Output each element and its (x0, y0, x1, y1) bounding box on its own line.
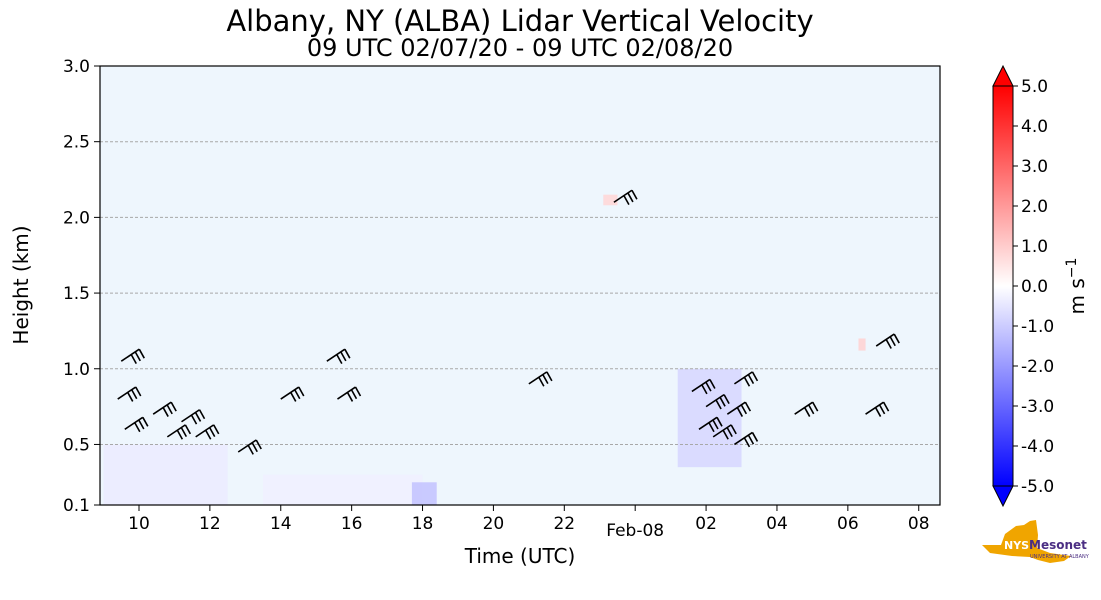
colorbar-tick-label: -4.0 (1021, 437, 1054, 457)
wind-barb (726, 401, 752, 417)
y-tick-label: 0.1 (63, 496, 90, 516)
wind-barb (691, 378, 716, 395)
colorbar-tick-label: -1.0 (1021, 317, 1054, 337)
x-tick-label: 02 (695, 514, 717, 534)
y-tick-label: 1.5 (63, 284, 90, 304)
logo-name-text: Mesonet (1029, 538, 1087, 552)
wind-barb (733, 371, 759, 387)
logo-tagline-text: UNIVERSITY AT ALBANY (1030, 554, 1090, 560)
velocity-patch (677, 368, 742, 468)
y-tick-label: 0.5 (63, 435, 90, 455)
x-tick-label: 20 (483, 514, 505, 534)
wind-barb (794, 401, 819, 417)
x-tick-label: 18 (412, 514, 434, 534)
gridlines (100, 141, 940, 445)
colorbar-tick-label: -2.0 (1021, 357, 1054, 377)
colorbar-tick-label: 3.0 (1021, 157, 1048, 177)
colorbar-tick-label: 5.0 (1021, 77, 1048, 97)
x-tick-label: 06 (837, 514, 859, 534)
wind-barb (875, 333, 900, 349)
y-tick-label: 2.5 (63, 133, 90, 153)
wind-barb (237, 439, 262, 455)
nys-mesonet-logo: NYS Mesonet UNIVERSITY AT ALBANY (982, 520, 1090, 563)
x-tick-label: 16 (341, 514, 363, 534)
wind-barb (613, 189, 638, 206)
wind-barb (712, 424, 737, 440)
velocity-patch (858, 338, 866, 351)
y-tick-label: 2.0 (63, 208, 90, 228)
y-axis-label: Height (km) (9, 225, 33, 344)
velocity-patch (103, 444, 228, 505)
colorbar-tick-label: 4.0 (1021, 117, 1048, 137)
x-tick-label: 14 (270, 514, 292, 534)
chart-subtitle: 09 UTC 02/07/20 - 09 UTC 02/08/20 (306, 34, 734, 62)
logo-state-text: NYS (1004, 539, 1029, 552)
colorbar-tick-label: 0.0 (1021, 277, 1048, 297)
y-tick-label: 1.0 (63, 360, 90, 380)
x-tick-label: 12 (199, 514, 221, 534)
colorbar-tick-label: 2.0 (1021, 197, 1048, 217)
colorbar-body (992, 85, 1014, 487)
x-axis: 10 12 14 16 18 20 22 Feb-08 02 04 06 08 (128, 505, 930, 541)
wind-barb (528, 371, 553, 387)
colorbar-tick-label: 1.0 (1021, 237, 1048, 257)
velocity-patch (263, 474, 423, 505)
wind-barb (733, 431, 759, 448)
velocity-patches (103, 194, 866, 505)
colorbar-tick-label: -5.0 (1021, 477, 1054, 497)
wind-barb (117, 386, 142, 402)
wind-barb (195, 424, 220, 440)
wind-barb (280, 386, 305, 402)
colorbar: 5.0 4.0 3.0 2.0 1.0 0.0 -1.0 -2.0 -3.0 -4.0 -5.0 m… (992, 64, 1089, 508)
chart-title: Albany, NY (ALBA) Lidar Vertical Velocit… (226, 4, 814, 38)
wind-barb (705, 393, 730, 410)
colorbar-min-arrow (992, 485, 1014, 508)
y-tick-label: 3.0 (63, 57, 90, 77)
colorbar-max-arrow (992, 64, 1014, 87)
velocity-patch (411, 482, 437, 505)
wind-barb (337, 386, 362, 402)
wind-barb (152, 401, 177, 417)
new-york-state-shape (982, 520, 1071, 563)
y-axis: 0.1 0.5 1.0 1.5 2.0 2.5 3.0 (63, 57, 100, 516)
wind-barbs (117, 189, 900, 455)
x-tick-label: 10 (128, 514, 150, 534)
wind-barb (865, 401, 890, 417)
velocity-patch (603, 194, 618, 206)
x-tick-label: Feb-08 (606, 521, 664, 541)
wind-barb (166, 424, 192, 440)
wind-barb (120, 348, 145, 364)
wind-barb (181, 409, 206, 425)
x-tick-label: 04 (766, 514, 788, 534)
wind-barb (326, 348, 351, 364)
wind-barb (124, 416, 149, 433)
plot-frame (99, 65, 941, 506)
wind-barb (698, 416, 723, 433)
x-tick-label: 08 (908, 514, 930, 534)
colorbar-label: m s−1 (1064, 258, 1089, 315)
colorbar-tick-label: -3.0 (1021, 397, 1054, 417)
x-tick-label: 22 (553, 514, 575, 534)
plot-area (99, 65, 941, 506)
x-axis-label: Time (UTC) (464, 544, 576, 568)
